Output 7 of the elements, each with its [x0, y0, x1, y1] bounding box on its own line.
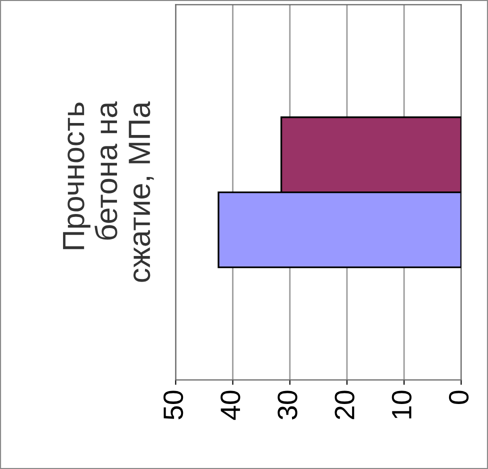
x-tick-label: 30 — [278, 390, 298, 420]
x-tick-label: 50 — [163, 390, 184, 420]
x-tick-label: 20 — [334, 390, 354, 420]
x-tick-label: 0 — [448, 390, 469, 404]
x-tick-label: 10 — [392, 390, 412, 418]
y-tick-label: Прочность бетона на сжатие, МПа — [63, 101, 154, 282]
x-tick-label: 40 — [220, 390, 240, 420]
